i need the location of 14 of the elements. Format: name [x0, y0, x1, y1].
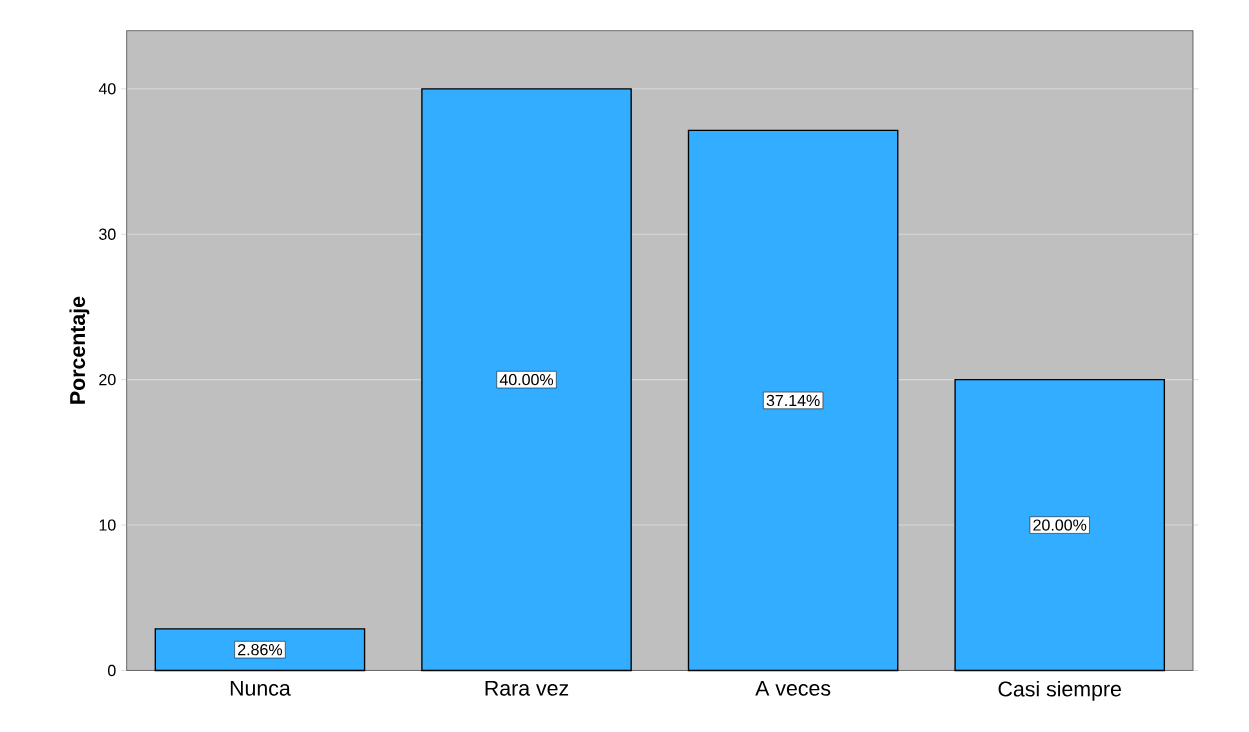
x-tick-label: Casi siempre — [998, 680, 1121, 701]
y-tick-label: 20 — [99, 374, 116, 386]
data-label: 2.86% — [238, 644, 283, 656]
y-tick-label: 10 — [99, 519, 116, 531]
x-tick-label: Rara vez — [485, 680, 569, 696]
y-tick-label: 40 — [98, 83, 116, 95]
data-label: 40.00% — [499, 374, 554, 386]
y-tick-label: 30 — [99, 228, 116, 240]
data-label: 20.00% — [1033, 519, 1087, 531]
x-tick-label: Nunca — [230, 680, 291, 696]
y-tick-label: 0 — [107, 664, 116, 677]
y-axis-title: Porcentaje — [69, 296, 90, 404]
x-tick-label: A veces — [755, 680, 831, 696]
data-label: 37.14% — [766, 394, 820, 407]
